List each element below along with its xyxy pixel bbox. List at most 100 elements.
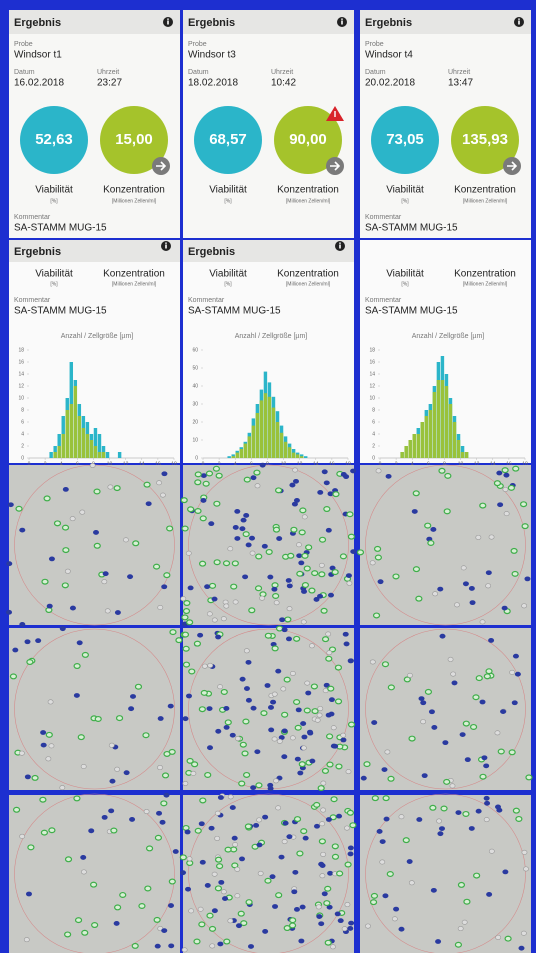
cell [230, 733, 236, 738]
cell [249, 536, 255, 541]
cell [181, 597, 186, 601]
cell [324, 901, 330, 906]
cell [232, 561, 238, 566]
histogram-bar [248, 436, 251, 458]
comment-label: Kommentar [365, 214, 402, 221]
cell [238, 911, 244, 916]
cell [129, 817, 135, 822]
info-dot [518, 19, 520, 20]
info-button[interactable] [161, 241, 171, 251]
details-button[interactable] [152, 157, 170, 175]
cell [287, 584, 293, 589]
cell [208, 663, 213, 667]
info-glyph [165, 245, 167, 249]
cell [294, 636, 300, 641]
cell [262, 544, 268, 549]
cell [195, 828, 201, 833]
histogram-bar [417, 434, 420, 458]
cell [317, 490, 323, 495]
cell [243, 513, 249, 518]
cell [512, 700, 518, 705]
cell [217, 685, 222, 689]
cell [183, 662, 189, 667]
cell [505, 936, 511, 941]
cell [161, 471, 167, 476]
info-button[interactable] [514, 17, 524, 27]
viability-value: 68,57 [209, 131, 247, 148]
cell [515, 672, 521, 677]
cell [315, 718, 320, 722]
cell [320, 874, 325, 878]
histogram-bar [53, 452, 56, 458]
cell [158, 716, 164, 721]
cell [317, 713, 322, 717]
y-tick-label: 10 [192, 437, 198, 443]
cell [448, 657, 453, 661]
cell [156, 481, 161, 485]
cell [189, 669, 195, 674]
cell [281, 754, 287, 759]
details-button[interactable] [326, 157, 344, 175]
concentration-unit: [Millionen Zellen/ml] [112, 281, 157, 287]
cell [180, 855, 186, 860]
cell [234, 536, 240, 541]
details-button[interactable] [503, 157, 521, 175]
info-button[interactable] [335, 241, 345, 251]
cell [460, 732, 466, 737]
cell [182, 526, 188, 531]
cell [256, 586, 262, 591]
y-tick-label: 0 [195, 455, 198, 461]
y-tick-label: 14 [369, 371, 375, 377]
cell [232, 836, 238, 841]
cell [323, 637, 329, 642]
y-tick-label: 4 [21, 431, 24, 437]
cell [108, 808, 114, 813]
image-bg [9, 795, 180, 953]
cell [275, 669, 281, 674]
comment-label: Kommentar [365, 297, 402, 304]
cell [42, 579, 48, 584]
cell [326, 632, 331, 636]
cell [299, 762, 305, 767]
cell [185, 830, 191, 835]
cell [215, 811, 220, 815]
viability-label: Viabilität [35, 185, 73, 196]
cell [19, 528, 25, 533]
histogram-bar [280, 433, 283, 458]
cell [298, 939, 304, 944]
cell [419, 696, 425, 701]
cell [272, 692, 277, 696]
info-button[interactable] [337, 17, 347, 27]
cell [513, 808, 519, 813]
cell [40, 730, 46, 735]
cell [305, 691, 311, 696]
cell [328, 593, 334, 598]
cell [82, 930, 88, 935]
cell [386, 474, 392, 479]
cell [476, 809, 482, 814]
microscope-image [6, 463, 180, 627]
y-tick-label: 2 [372, 443, 375, 449]
y-tick-label: 0 [372, 455, 375, 461]
cell [246, 698, 252, 703]
histogram-bar [260, 400, 263, 458]
cell [513, 654, 519, 659]
cell [518, 946, 524, 951]
info-button[interactable] [163, 17, 173, 27]
cell [244, 686, 250, 691]
cell [344, 826, 349, 830]
histogram-bar [288, 447, 291, 458]
cell [267, 575, 273, 580]
cell [430, 805, 436, 810]
cell [272, 904, 278, 909]
cell [222, 896, 228, 901]
cell [483, 763, 489, 768]
histogram-bar [78, 416, 81, 458]
cell [160, 820, 166, 825]
cell [49, 744, 54, 748]
microscope-image [9, 626, 182, 790]
cell [49, 556, 55, 561]
cell [484, 674, 490, 679]
cell [284, 926, 290, 931]
cell [455, 810, 461, 815]
